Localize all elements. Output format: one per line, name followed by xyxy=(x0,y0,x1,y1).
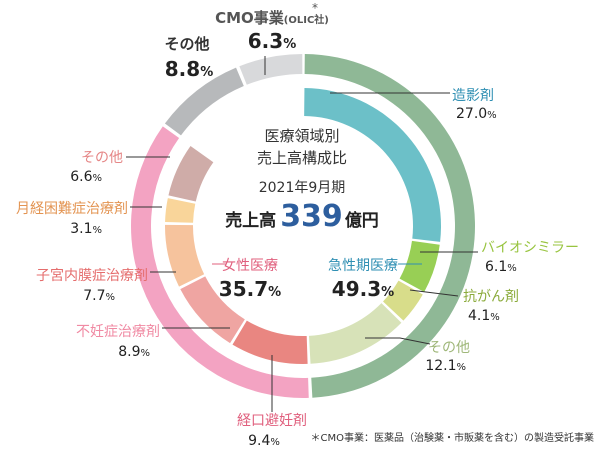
inner-arc-7 xyxy=(165,198,196,223)
footnote: ＊CMO事業：医薬品（治験薬・市販薬を含む）の製造受託事業 xyxy=(311,431,594,444)
percent-sign: % xyxy=(490,312,500,323)
total-sales-label: 売上高 xyxy=(225,210,276,231)
segment-value-4: 9.4% xyxy=(248,433,280,449)
segment-value-7: 3.1% xyxy=(70,221,102,237)
percent-sign: % xyxy=(270,437,280,448)
percent-sign: % xyxy=(283,37,296,52)
percent-sign: % xyxy=(200,65,213,80)
segment-value-3: 12.1% xyxy=(425,358,466,374)
segment-name-4: 経口避妊剤 xyxy=(237,413,307,429)
segment-value-1: 6.1% xyxy=(485,259,517,275)
outer-arc-1 xyxy=(130,126,309,398)
outer-arc-3 xyxy=(239,54,303,85)
chart-title-line1: 医療領域別 xyxy=(264,127,339,145)
segment-name-suffix: (OLIC社) xyxy=(284,13,329,26)
segment-value-8: 6.6% xyxy=(70,169,102,185)
segment-name-5: 不妊症治療剤 xyxy=(76,323,160,340)
segment-value-9: 8.8% xyxy=(165,57,213,81)
inner-arc-6 xyxy=(164,224,205,287)
inner-arc-0 xyxy=(304,88,442,242)
percent-sign: % xyxy=(381,285,394,300)
segment-value-2: 4.1% xyxy=(468,308,500,324)
inner-arc-3 xyxy=(308,303,402,364)
category-value-0: 49.3% xyxy=(332,277,394,301)
total-sales-unit: 億円 xyxy=(345,210,379,231)
category-name-1: 女性医療 xyxy=(222,257,278,274)
segment-name-1: バイオシミラー xyxy=(481,240,579,256)
segment-name-8: その他 xyxy=(81,150,123,166)
segment-name-0: 造影剤 xyxy=(452,88,494,104)
category-name-0: 急性期医療 xyxy=(328,257,398,274)
outer-arc-0 xyxy=(304,54,475,398)
segment-name-9: その他 xyxy=(164,35,209,53)
percent-sign: % xyxy=(268,285,281,300)
percent-sign: % xyxy=(92,173,102,184)
chart-period: 2021年9月期 xyxy=(259,180,346,196)
segment-labels: 造影剤 27.0% バイオシミラー 6.1% 抗がん剤 4.1% その他 12.1% 経口避妊剤… xyxy=(16,1,579,449)
segment-name-7: 月経困難症治療剤 xyxy=(16,200,128,217)
leader-lines xyxy=(126,56,478,412)
outer-arc-2 xyxy=(164,67,244,136)
leader-line-3 xyxy=(365,337,431,345)
percent-sign: % xyxy=(487,110,497,121)
segment-value-0: 27.0% xyxy=(456,106,497,122)
inner-arc-8 xyxy=(168,146,214,202)
asterisk-mark: * xyxy=(312,1,318,15)
percent-sign: % xyxy=(507,263,517,274)
category-value-1: 35.7% xyxy=(219,277,281,301)
inner-arc-1 xyxy=(399,240,440,292)
segment-value-5: 8.9% xyxy=(118,344,150,360)
inner-ring xyxy=(164,88,442,364)
percent-sign: % xyxy=(456,362,466,373)
segment-value-6: 7.7% xyxy=(83,288,115,304)
outer-ring xyxy=(130,54,475,398)
segment-name-6: 子宮内膜症治療剤 xyxy=(36,267,148,284)
total-sales-value: 339 xyxy=(280,199,343,234)
total-sales: 売上高 339 億円 xyxy=(225,199,379,234)
segment-value-10: 6.3% xyxy=(248,29,296,53)
percent-sign: % xyxy=(140,348,150,359)
segment-name-3: その他 xyxy=(428,340,470,356)
segment-name-2: 抗がん剤 xyxy=(463,289,519,305)
inner-arc-4 xyxy=(232,320,308,364)
inner-arc-5 xyxy=(180,276,245,344)
percent-sign: % xyxy=(105,292,115,303)
leader-line-2 xyxy=(409,289,459,297)
chart-title-line2: 売上高構成比 xyxy=(257,149,347,167)
percent-sign: % xyxy=(92,225,102,236)
